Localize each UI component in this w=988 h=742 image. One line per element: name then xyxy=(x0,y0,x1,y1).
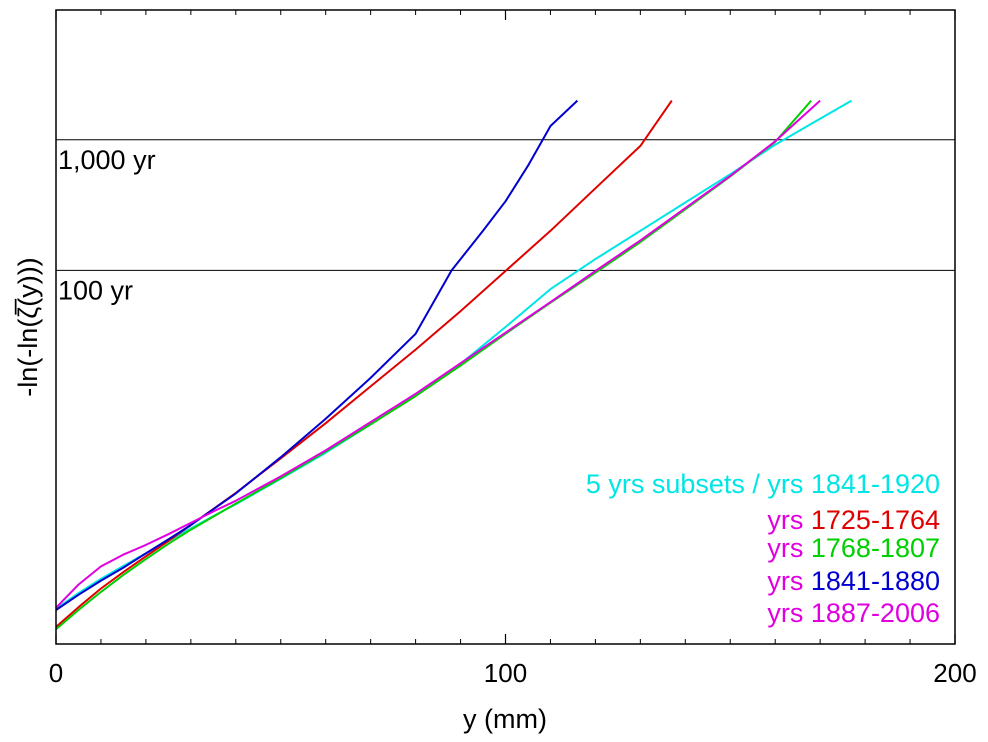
series-line-3 xyxy=(56,99,579,611)
legend-entry-years-3: 1841-1880 xyxy=(811,566,940,596)
legend-entry-0: 5 yrs subsets / yrs 1841-1920 xyxy=(586,469,940,499)
x-ticks xyxy=(55,10,956,644)
x-tick-labels: 0 100 200 xyxy=(49,658,977,688)
x-tick-label-0: 0 xyxy=(49,658,63,688)
legend-entry-prefix-1: yrs xyxy=(767,505,811,535)
legend-entry-4: yrs 1887-2006 xyxy=(767,598,940,628)
legend-entry-prefix-2: yrs xyxy=(767,533,811,563)
reference-lines: 1,000 yr 100 yr xyxy=(56,139,955,305)
legend-entry-prefix-0: 5 yrs subsets / yrs xyxy=(586,469,811,499)
reference-line-label-0: 1,000 yr xyxy=(58,145,156,175)
legend-entry-years-2: 1768-1807 xyxy=(811,533,940,563)
series-line-4 xyxy=(56,99,821,609)
series-layer xyxy=(56,99,853,631)
legend-entry-prefix-4: yrs xyxy=(767,598,811,628)
x-axis-label: y (mm) xyxy=(463,704,547,734)
series-line-1 xyxy=(56,100,673,628)
legend-entry-years-0: 1841-1920 xyxy=(811,469,940,499)
y-axis-label: -ln(-ln(ζ̅(y))) xyxy=(13,257,43,396)
legend-entry-prefix-3: yrs xyxy=(767,566,811,596)
legend-entry-years-1: 1725-1764 xyxy=(811,505,940,535)
legend-entry-1: yrs 1725-1764 xyxy=(767,505,940,535)
legend-entry-years-4: 1887-2006 xyxy=(811,598,940,628)
legend-entry-3: yrs 1841-1880 xyxy=(767,566,940,596)
legend-entry-2: yrs 1768-1807 xyxy=(767,533,940,563)
x-tick-label-2: 200 xyxy=(933,658,976,688)
series-line-2 xyxy=(56,99,812,631)
x-tick-label-1: 100 xyxy=(484,658,527,688)
reference-line-label-1: 100 yr xyxy=(58,275,133,305)
